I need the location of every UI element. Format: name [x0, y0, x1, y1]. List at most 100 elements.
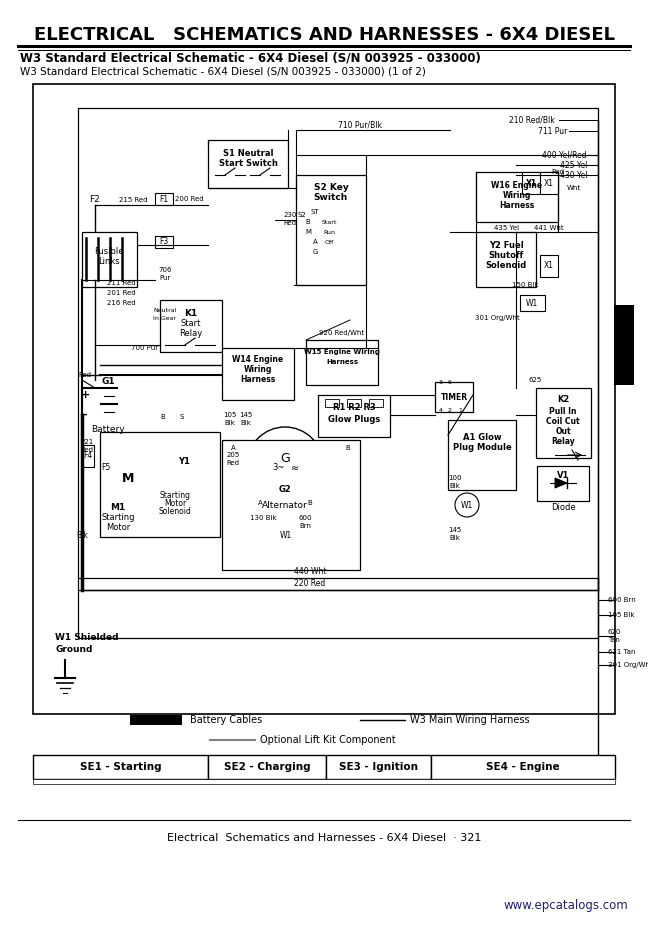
- Text: 4: 4: [439, 408, 443, 412]
- Text: 211 Red: 211 Red: [107, 280, 135, 286]
- Text: 920 Red/Wht: 920 Red/Wht: [319, 330, 365, 336]
- Text: 620: 620: [608, 629, 621, 635]
- Text: Blk: Blk: [450, 483, 461, 489]
- Bar: [520, 295, 545, 311]
- Text: Blk: Blk: [225, 420, 235, 426]
- Text: Wiring: Wiring: [503, 192, 531, 200]
- Text: 201 Red: 201 Red: [107, 290, 135, 296]
- Bar: [296, 175, 366, 285]
- Bar: [537, 466, 589, 501]
- Text: 706: 706: [158, 267, 172, 273]
- Text: 441 Wht: 441 Wht: [534, 225, 564, 231]
- Text: A: A: [231, 445, 235, 451]
- Text: W1: W1: [461, 501, 473, 509]
- Text: Neutral: Neutral: [154, 307, 177, 313]
- Text: Links: Links: [98, 258, 120, 266]
- Text: X1: X1: [526, 179, 537, 187]
- Text: 150 Blk: 150 Blk: [512, 282, 538, 288]
- Text: Y1: Y1: [178, 457, 190, 466]
- Text: 600: 600: [298, 515, 312, 521]
- Text: Relay: Relay: [179, 329, 203, 338]
- Text: 230: 230: [283, 212, 297, 218]
- Text: Battery: Battery: [91, 425, 125, 435]
- Text: A: A: [312, 239, 318, 245]
- Bar: [82, 445, 94, 467]
- Text: Electrical  Schematics and Harnesses - 6X4 Diesel  · 321: Electrical Schematics and Harnesses - 6X…: [167, 833, 481, 843]
- Text: Relay: Relay: [551, 437, 575, 446]
- Text: Start: Start: [181, 318, 201, 328]
- Text: Optional Lift Kit Component: Optional Lift Kit Component: [260, 735, 396, 745]
- Text: B: B: [161, 414, 165, 420]
- Text: Switch: Switch: [314, 194, 348, 203]
- Text: 220 Red: 220 Red: [294, 579, 326, 588]
- Text: Battery Cables: Battery Cables: [190, 715, 262, 725]
- Text: -: -: [83, 410, 87, 420]
- Text: Off: Off: [325, 239, 334, 245]
- Circle shape: [104, 454, 152, 502]
- Text: R1 R2 R3: R1 R2 R3: [332, 403, 375, 412]
- Text: B: B: [345, 445, 351, 451]
- Bar: [160, 300, 222, 352]
- Polygon shape: [555, 478, 567, 488]
- Text: Pull In: Pull In: [550, 407, 577, 415]
- Text: 301 Org/Wht: 301 Org/Wht: [608, 662, 648, 668]
- Text: Red: Red: [78, 372, 91, 378]
- Text: 215 Red: 215 Red: [119, 197, 147, 203]
- Text: Glow Plugs: Glow Plugs: [328, 415, 380, 425]
- Text: 700 Pur: 700 Pur: [132, 345, 159, 351]
- Text: Motor: Motor: [106, 522, 130, 532]
- Text: Red: Red: [80, 447, 93, 453]
- Text: Harness: Harness: [500, 201, 535, 210]
- Text: Wht: Wht: [567, 185, 581, 191]
- Text: ELECTRICAL   SCHEMATICS AND HARNESSES - 6X4 DIESEL: ELECTRICAL SCHEMATICS AND HARNESSES - 6X…: [34, 26, 614, 44]
- Bar: [476, 172, 558, 222]
- Bar: [325, 399, 339, 407]
- Text: ≈: ≈: [291, 463, 299, 473]
- Text: 425 Yel: 425 Yel: [560, 160, 587, 169]
- Text: F1: F1: [159, 195, 168, 204]
- Text: 130 Blk: 130 Blk: [249, 515, 276, 521]
- Text: 400 Yel/Red: 400 Yel/Red: [542, 151, 587, 159]
- Text: W3 Main Wiring Harness: W3 Main Wiring Harness: [410, 715, 529, 725]
- Bar: [522, 172, 540, 194]
- Text: Red: Red: [551, 169, 564, 175]
- Text: 711 Pur: 711 Pur: [538, 127, 567, 136]
- Text: 210 Red/Blk: 210 Red/Blk: [509, 115, 555, 125]
- Bar: [100, 457, 112, 479]
- Text: 200 Red: 200 Red: [175, 196, 203, 202]
- Bar: [33, 755, 208, 779]
- Bar: [33, 779, 615, 784]
- Text: F2: F2: [89, 196, 100, 205]
- Text: F5: F5: [101, 464, 111, 473]
- Text: W15 Engine Wiring: W15 Engine Wiring: [304, 349, 380, 355]
- Text: Blk: Blk: [76, 531, 88, 539]
- Text: G: G: [280, 452, 290, 465]
- Bar: [369, 399, 383, 407]
- Text: G: G: [312, 249, 318, 255]
- Text: Starting: Starting: [101, 514, 135, 522]
- Text: 105: 105: [224, 412, 237, 418]
- Text: W1 Shielded: W1 Shielded: [55, 633, 119, 642]
- Bar: [431, 755, 615, 779]
- Text: Wiring: Wiring: [244, 366, 272, 374]
- Text: SE4 - Engine: SE4 - Engine: [486, 762, 560, 772]
- Text: S: S: [179, 414, 184, 420]
- Bar: [208, 755, 326, 779]
- Bar: [318, 395, 390, 437]
- Text: Brn: Brn: [299, 523, 311, 529]
- Text: SE2 - Charging: SE2 - Charging: [224, 762, 310, 772]
- Text: F4: F4: [84, 452, 93, 461]
- Text: Motor: Motor: [164, 500, 186, 508]
- Text: 221: 221: [80, 439, 93, 445]
- Text: M1: M1: [110, 504, 126, 512]
- Text: +: +: [80, 390, 89, 400]
- Text: 625: 625: [528, 377, 542, 383]
- Text: M: M: [122, 471, 134, 484]
- Bar: [306, 340, 378, 385]
- Bar: [208, 140, 288, 188]
- Bar: [476, 232, 536, 287]
- Text: 105 Blk: 105 Blk: [608, 612, 634, 618]
- Text: 145: 145: [239, 412, 253, 418]
- Text: 3~: 3~: [272, 464, 284, 473]
- Text: 621 Tan: 621 Tan: [608, 649, 636, 655]
